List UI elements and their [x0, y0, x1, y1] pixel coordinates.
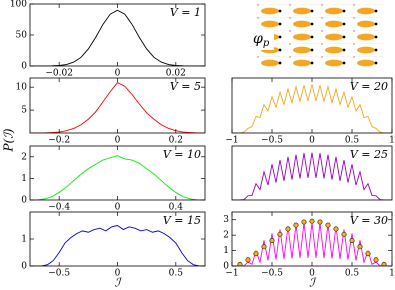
y-tick-label: 1	[223, 246, 229, 256]
marker	[301, 219, 307, 225]
x-tick-label: 0.02	[166, 69, 186, 79]
inset-label: φp	[253, 31, 270, 49]
plot-area	[30, 155, 205, 200]
marker	[245, 257, 251, 263]
y-tick-label: 5	[21, 106, 27, 116]
curve	[232, 152, 392, 200]
x-tick-label: 0	[115, 69, 121, 79]
frame	[231, 145, 393, 201]
x-tick-label: −0.5	[261, 269, 283, 279]
x-tick-label: 0	[115, 136, 121, 146]
x-tick-label: 0.4	[169, 203, 184, 213]
x-tick-label: 0.5	[345, 269, 360, 279]
lattice	[255, 4, 383, 68]
y-tick-label: 3	[223, 215, 229, 225]
plot-area	[232, 218, 392, 266]
marker	[285, 226, 291, 232]
y-tick-label: 1	[21, 235, 27, 245]
y-tick-label: 0	[21, 196, 27, 206]
plot-area	[232, 84, 392, 133]
marker	[341, 231, 347, 237]
y-tick-label: 0	[21, 62, 27, 72]
panel: −1 −0.5 0 0.5 1 V = 20	[225, 77, 395, 146]
annotation: V = 25	[350, 148, 388, 161]
annotation: V = 10	[163, 148, 201, 161]
x-tick-label: 1	[389, 269, 395, 279]
annotation: V = 30	[350, 214, 388, 227]
annotation: V = 1	[170, 6, 201, 19]
x-tick-label: 0	[309, 269, 315, 279]
x-tick-label: 0.5	[345, 136, 360, 146]
panel: −0.02 0 0.02 0 50 100 V = 1	[10, 0, 206, 79]
marker	[349, 237, 355, 244]
y-tick-label: 1	[21, 174, 27, 184]
y-tick-label: 10	[16, 83, 28, 93]
curve	[30, 225, 205, 266]
x-tick-label: 0	[115, 203, 121, 213]
plot-area	[232, 152, 392, 200]
y-tick-label: 0	[21, 262, 27, 272]
annotation: V = 5	[170, 80, 201, 93]
x-tick-label: 0.2	[169, 136, 183, 146]
y-tick-label: 50	[16, 31, 28, 41]
x-axis-label: ℐ	[309, 276, 317, 290]
x-tick-label: −0.4	[48, 203, 70, 213]
inset-subscript: p	[263, 38, 270, 49]
y-tick-label: 100	[10, 0, 27, 10]
annotation: V = 15	[163, 214, 201, 227]
marker	[293, 222, 299, 228]
y-tick-label: 0	[223, 262, 229, 272]
curve	[30, 155, 205, 200]
inset-symbol: φ	[253, 31, 263, 47]
panel: −1 −0.5 0 0.5 1 0 1 2 3 V = 30 ℐ	[223, 211, 395, 290]
x-axis-label: ℐ	[115, 276, 123, 290]
marker	[381, 261, 387, 266]
marker	[309, 218, 315, 224]
x-tick-label: −1	[225, 269, 238, 279]
x-tick-label: −0.5	[48, 269, 70, 279]
plot-area	[30, 225, 205, 266]
y-axis-label: P(ℐ)	[2, 128, 16, 152]
panel: −0.2 0 0.2 5 10 V = 5	[16, 77, 206, 146]
panel: −0.4 0 0.4 0 1 2 V = 10 P(ℐ)	[2, 128, 206, 213]
x-tick-label: −0.2	[48, 136, 70, 146]
lattice-inset: φp	[250, 4, 383, 68]
x-tick-label: −0.5	[261, 136, 283, 146]
label-backdrop	[250, 28, 274, 50]
curve	[232, 84, 392, 133]
x-tick-label: −0.02	[45, 69, 73, 79]
marker	[277, 231, 283, 237]
marker	[373, 257, 379, 263]
curve	[232, 222, 392, 266]
marker	[253, 251, 259, 257]
marker	[333, 226, 339, 232]
x-tick-label: −1	[225, 136, 238, 146]
marker	[325, 222, 331, 228]
x-tick-label: 0.5	[169, 269, 184, 279]
y-tick-label: 2	[21, 152, 27, 162]
x-tick-label: 0	[115, 269, 121, 279]
marker	[317, 219, 323, 225]
marker	[237, 261, 243, 266]
panel: −0.5 0 0.5 0 1 V = 15 ℐ	[21, 211, 206, 290]
marker	[269, 237, 275, 244]
marker	[357, 244, 363, 250]
marker	[261, 244, 267, 250]
x-tick-label: 0	[309, 136, 315, 146]
marker	[365, 251, 371, 257]
y-tick-label: 2	[223, 231, 229, 241]
annotation: V = 20	[350, 80, 388, 93]
x-tick-label: 1	[389, 136, 395, 146]
panel: V = 25	[231, 145, 393, 201]
